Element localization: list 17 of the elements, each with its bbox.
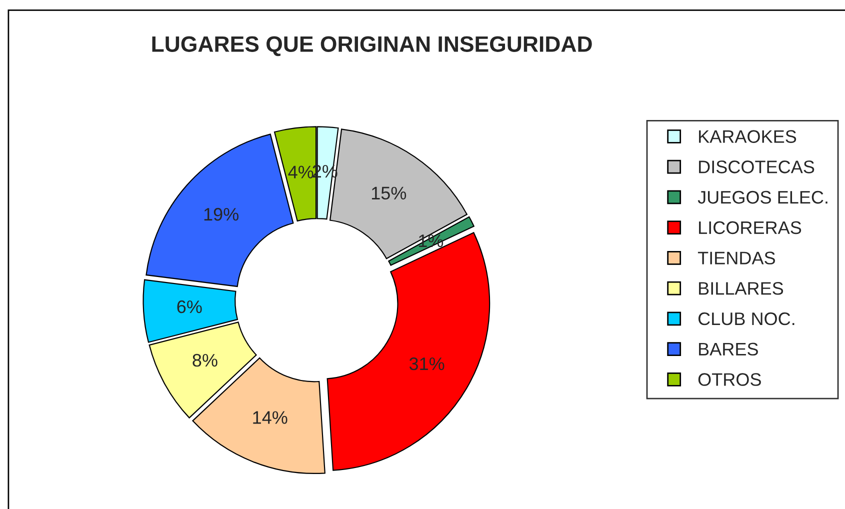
legend-label: TIENDAS: [698, 252, 775, 264]
legend-label: BARES: [699, 342, 758, 356]
data-label: 31%: [409, 357, 444, 370]
data-label: 14%: [253, 411, 288, 424]
legend-label: KARAOKES: [699, 130, 796, 143]
data-label: 15%: [372, 186, 406, 200]
legend-label: CLUB NOC.: [698, 312, 794, 326]
chart-title: LUGARES QUE ORIGINAN INSEGURIDAD: [152, 36, 592, 56]
legend-label: BILLARES: [699, 282, 784, 295]
legend-label: LICORERAS: [699, 221, 802, 234]
legend-label: OTROS: [698, 373, 761, 386]
data-label: 4%: [288, 166, 314, 178]
data-label: 8%: [192, 354, 218, 367]
legend-label: DISCOTECAS: [699, 160, 814, 174]
data-label: 6%: [177, 300, 202, 314]
data-label: 19%: [204, 208, 238, 221]
legend-label: JUEGOS ELEC.: [698, 190, 828, 204]
